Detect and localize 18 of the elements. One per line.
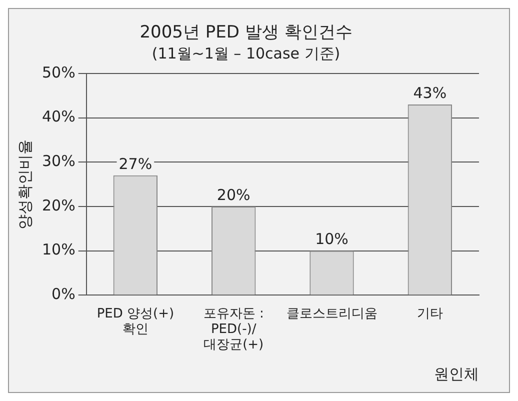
x-tick-label: 포유자돈 : PED(-)/ 대장균(+) bbox=[203, 306, 264, 353]
chart-title: 2005년 PED 발생 확인건수 bbox=[140, 22, 352, 43]
data-label: 20% bbox=[216, 186, 250, 204]
y-tick-label: 10% bbox=[42, 240, 76, 259]
y-tick-label: 0% bbox=[52, 285, 76, 304]
chart-subtitle: (11월~1월 – 10case 기준) bbox=[152, 44, 340, 62]
y-tick-label: 20% bbox=[42, 196, 76, 214]
x-tick-label: PED 양성(+) 확인 bbox=[96, 306, 174, 337]
y-tick-label: 40% bbox=[42, 108, 76, 126]
x-tick-label: 기타 bbox=[416, 306, 443, 322]
x-tick-label: 클로스트리디움 bbox=[286, 306, 378, 322]
y-axis-title: 양성확인비율 bbox=[16, 139, 34, 230]
data-label: 43% bbox=[413, 84, 447, 102]
data-label: 27% bbox=[118, 154, 152, 173]
y-tick-label: 50% bbox=[42, 63, 76, 82]
x-axis-title: 원인체 bbox=[434, 364, 479, 383]
data-label: 10% bbox=[315, 230, 348, 248]
y-tick-label: 30% bbox=[42, 152, 76, 170]
